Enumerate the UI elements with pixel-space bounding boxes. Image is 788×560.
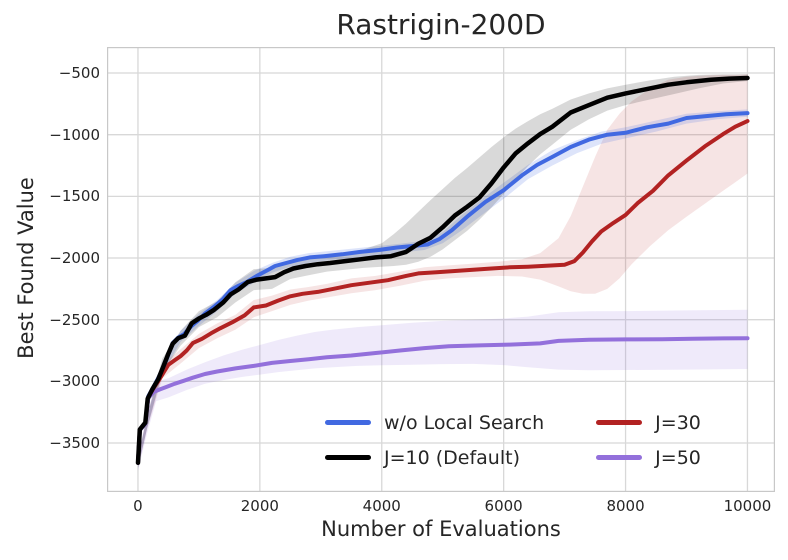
legend-item: J=10 (Default): [325, 440, 544, 475]
y-tick-label: −2500: [49, 310, 100, 329]
x-tick-label: 10000: [723, 497, 772, 515]
series-line-j-10-default-: [135, 75, 750, 466]
legend-item: J=30: [596, 405, 701, 440]
confidence-band-j-10-default-: [138, 74, 748, 468]
y-tick-label: −500: [58, 64, 100, 83]
x-tick-label: 4000: [362, 497, 401, 515]
legend-line-swatch: [596, 420, 643, 425]
x-tick-label: 2000: [240, 497, 279, 515]
chart-title: Rastrigin-200D: [336, 8, 546, 41]
series-line-j-30: [136, 119, 750, 465]
legend-label: w/o Local Search: [384, 411, 545, 434]
y-tick-label: −3000: [49, 372, 100, 391]
confidence-band-j-50: [138, 309, 748, 471]
series-line-j-50: [136, 336, 750, 465]
legend-line-swatch: [325, 420, 371, 425]
legend-item: w/o Local Search: [325, 405, 544, 440]
legend-item: J=50: [596, 440, 701, 475]
x-tick-label: 6000: [484, 497, 523, 515]
legend-label: J=30: [655, 411, 701, 434]
legend-label: J=50: [655, 446, 701, 469]
plot-area: [107, 47, 775, 492]
x-axis-label: Number of Evaluations: [321, 517, 561, 541]
y-tick-label: −3500: [49, 434, 100, 453]
legend: w/o Local Search J=10 (Default) J=30 J=50: [325, 405, 701, 475]
y-tick-label: −2000: [49, 249, 100, 268]
legend-line-swatch: [325, 455, 371, 460]
y-axis-label: Best Found Value: [14, 177, 38, 359]
legend-line-swatch: [596, 455, 643, 460]
x-tick-label: 0: [133, 497, 143, 515]
axes-spines: [107, 47, 775, 492]
x-tick-label: 8000: [606, 497, 645, 515]
legend-label: J=10 (Default): [384, 446, 520, 469]
y-tick-label: −1500: [49, 187, 100, 206]
y-tick-label: −1000: [49, 125, 100, 144]
